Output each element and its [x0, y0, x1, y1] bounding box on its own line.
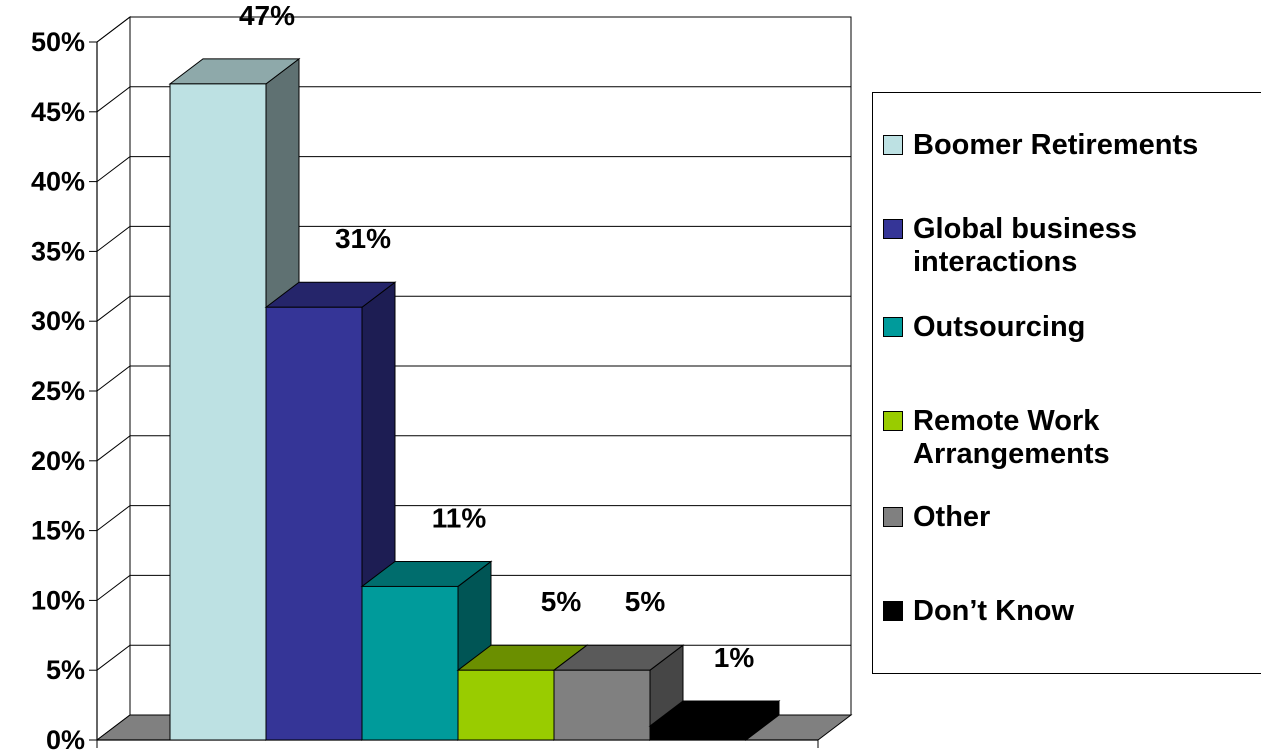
gridline: [96, 574, 851, 601]
legend-label-line: Other: [913, 501, 991, 533]
gridlines: [89, 16, 851, 741]
data-label: 11%: [432, 502, 487, 533]
legend: Boomer Retirements Global business interac…: [872, 92, 1261, 674]
legend-item: Don’t Know: [883, 595, 1074, 628]
y-tick-label: 25%: [31, 376, 85, 406]
gridline: [96, 295, 851, 322]
data-label: 31%: [335, 223, 391, 254]
gridline: [96, 225, 851, 252]
bar-front: [649, 725, 747, 741]
legend-label: Other: [913, 501, 990, 534]
legend-item: Remote Work Arrangements: [883, 405, 1110, 471]
legend-label: Don’t Know: [913, 595, 1074, 628]
data-labels: 47% 31% 11% 5% 5% 1%: [239, 0, 754, 673]
legend-swatch: [883, 601, 903, 621]
data-label: 47%: [239, 0, 295, 31]
legend-item: Outsourcing: [883, 311, 1085, 344]
legend-item: Other: [883, 501, 990, 534]
legend-label: Remote Work Arrangements: [913, 405, 1110, 471]
gridline: [96, 16, 851, 43]
y-tick-label: 35%: [31, 236, 85, 266]
gridline: [96, 365, 851, 392]
y-tick-label: 40%: [31, 167, 85, 197]
y-axis-tick-labels: 0% 5% 10% 15% 20% 25% 30% 35% 40% 45% 50%: [31, 27, 85, 754]
bar-6: [648, 700, 781, 742]
y-tick-label: 20%: [31, 446, 85, 476]
legend-label: Boomer Retirements: [913, 129, 1198, 162]
legend-label-line: Boomer Retirements: [913, 129, 1199, 161]
y-tick-label: 5%: [46, 655, 85, 685]
legend-label-line: Remote Work: [913, 405, 1100, 437]
legend-label: Global business interactions: [913, 213, 1137, 279]
bar-front: [553, 669, 651, 741]
data-label: 1%: [714, 642, 755, 673]
legend-swatch: [883, 411, 903, 431]
bar-front: [457, 669, 555, 741]
legend-item: Global business interactions: [883, 213, 1137, 279]
y-tick-label: 0%: [46, 725, 85, 754]
data-label: 5%: [625, 586, 666, 617]
legend-label: Outsourcing: [913, 311, 1085, 344]
legend-swatch: [883, 219, 903, 239]
legend-swatch: [883, 135, 903, 155]
bar-front: [361, 585, 459, 741]
legend-item: Boomer Retirements: [883, 129, 1198, 162]
legend-swatch: [883, 507, 903, 527]
y-tick-label: 45%: [31, 97, 85, 127]
bars: [168, 57, 781, 742]
legend-label-line: Arrangements: [913, 438, 1110, 470]
y-tick-label: 50%: [31, 27, 85, 57]
legend-label-line: Outsourcing: [913, 311, 1086, 343]
legend-swatch: [883, 317, 903, 337]
y-tick-label: 30%: [31, 306, 85, 336]
y-tick-label: 10%: [31, 585, 85, 615]
data-label: 5%: [541, 586, 582, 617]
y-tick-label: 15%: [31, 516, 85, 546]
bar-front: [265, 306, 363, 741]
legend-label-line: Global business: [913, 213, 1137, 245]
gridline: [96, 86, 851, 113]
gridline: [96, 156, 851, 182]
bar-front: [169, 83, 267, 741]
legend-label-line: Don’t Know: [913, 595, 1075, 627]
gridline: [96, 435, 851, 462]
bar-5: [552, 644, 685, 742]
legend-label-line: interactions: [913, 246, 1078, 278]
gridline: [96, 505, 851, 531]
